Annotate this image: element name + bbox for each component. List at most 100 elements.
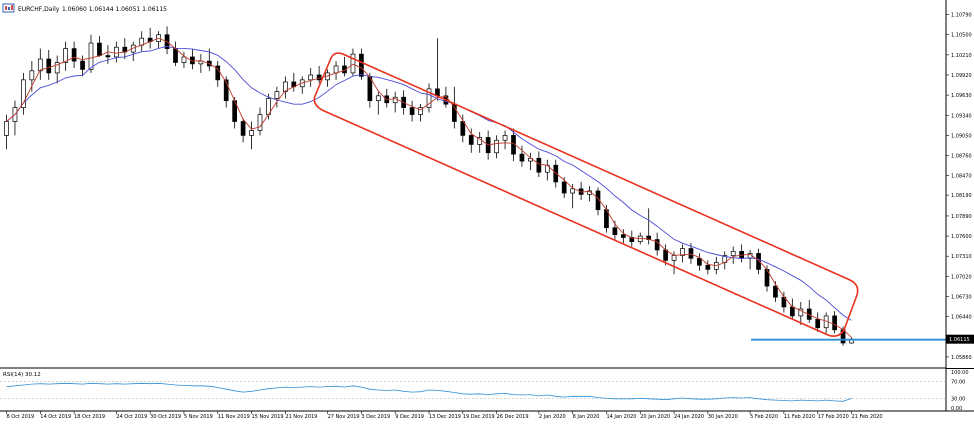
bull-candle-body bbox=[63, 48, 69, 63]
bear-candle-body bbox=[97, 42, 102, 56]
rsi-scale-label: 70.00 bbox=[951, 380, 965, 386]
bear-candle-body bbox=[519, 153, 525, 162]
candle bbox=[105, 45, 111, 64]
bear-candle-body bbox=[663, 249, 668, 261]
candle bbox=[494, 135, 499, 159]
time-axis-label: 5 Nov 2019 bbox=[184, 414, 213, 420]
bull-candle-body bbox=[198, 60, 204, 65]
candle bbox=[375, 91, 381, 115]
time-axis-label: 15 Nov 2019 bbox=[252, 414, 284, 420]
bear-candle-body bbox=[359, 53, 364, 77]
bull-candle-body bbox=[113, 46, 119, 58]
bull-candle-body bbox=[350, 53, 356, 74]
candle bbox=[71, 41, 77, 69]
bear-candle-body bbox=[240, 121, 246, 136]
rsi-scale-label: 0.00 bbox=[951, 406, 962, 412]
price-scale-label: 1.09920 bbox=[951, 73, 972, 79]
price-scale-label: 1.10790 bbox=[951, 13, 972, 19]
candle bbox=[418, 104, 423, 122]
candle bbox=[460, 114, 466, 143]
slow-moving-average bbox=[6, 45, 852, 321]
candle bbox=[502, 130, 508, 150]
candle bbox=[249, 121, 254, 150]
bull-candle-body bbox=[502, 135, 508, 141]
bull-candle-body bbox=[494, 139, 499, 154]
price-scale-label: 1.07020 bbox=[951, 274, 972, 280]
bull-candle-body bbox=[4, 121, 9, 136]
bear-candle-body bbox=[789, 306, 795, 317]
descending-channel[interactable] bbox=[313, 52, 859, 337]
bear-candle-body bbox=[773, 285, 778, 298]
rsi-pane[interactable] bbox=[0, 381, 946, 402]
candle bbox=[274, 86, 280, 108]
candle bbox=[4, 114, 9, 150]
bull-candle-body bbox=[798, 308, 804, 317]
time-axis[interactable]: 8 Oct 2019 14 Oct 2019 18 Oct 2019 24 Oct 2… bbox=[6, 411, 883, 420]
time-axis-label: 21 Nov 2019 bbox=[285, 414, 317, 420]
bear-candle-body bbox=[173, 48, 178, 63]
candle bbox=[308, 68, 314, 87]
bull-candle-body bbox=[680, 248, 685, 256]
bear-candle-body bbox=[612, 227, 618, 236]
time-axis-label: 14 Jan 2020 bbox=[606, 414, 636, 420]
bear-candle-body bbox=[688, 248, 694, 259]
time-axis-label: 11 Nov 2019 bbox=[218, 414, 250, 420]
bull-candle-body bbox=[274, 91, 280, 99]
current-price-label: 1.06115 bbox=[949, 337, 970, 343]
candle bbox=[654, 232, 660, 256]
time-axis-label: 19 Dec 2019 bbox=[463, 414, 495, 420]
bear-candle-body bbox=[409, 107, 415, 115]
bull-candle-body bbox=[283, 81, 288, 93]
bull-candle-body bbox=[21, 79, 26, 108]
bear-candle-body bbox=[223, 79, 229, 102]
candle bbox=[468, 128, 474, 153]
price-scale-label: 1.07310 bbox=[951, 254, 972, 260]
price-scale-label: 1.08190 bbox=[951, 193, 972, 199]
bear-candle-body bbox=[460, 121, 466, 136]
candle bbox=[240, 118, 246, 143]
price-scale-label: 1.09340 bbox=[951, 113, 972, 119]
bull-candle-body bbox=[392, 96, 398, 104]
time-axis-label: 17 Feb 2020 bbox=[818, 414, 849, 420]
price-scale-label: 1.07600 bbox=[951, 234, 972, 240]
rsi-line bbox=[6, 382, 852, 402]
candle bbox=[519, 145, 525, 167]
candle bbox=[680, 244, 685, 263]
bull-candle-body bbox=[375, 95, 381, 102]
bear-candle-body bbox=[536, 157, 542, 173]
candle bbox=[426, 83, 432, 113]
candle bbox=[283, 76, 288, 99]
rsi-scale-label: 100.00 bbox=[951, 370, 969, 376]
rsi-scale: 100.00 70.00 30.00 0.00 bbox=[951, 370, 969, 412]
candle bbox=[80, 55, 85, 77]
candle bbox=[815, 312, 821, 332]
candle bbox=[46, 49, 52, 80]
price-scale-label: 1.07890 bbox=[951, 214, 972, 220]
bull-candle-body bbox=[308, 74, 314, 81]
rsi-title: RSI(14) 30.12 bbox=[3, 372, 41, 378]
bear-candle-body bbox=[105, 55, 111, 58]
bull-candle-body bbox=[730, 251, 736, 256]
window-header: EURCHF,Daily 1.06060 1.06144 1.06051 1.0… bbox=[2, 3, 167, 13]
bull-candle-body bbox=[249, 130, 254, 136]
price-scale[interactable]: 1.10790 1.10500 1.10210 1.09920 1.09630 1.093… bbox=[946, 13, 974, 361]
time-axis-label: 21 Feb 2020 bbox=[852, 414, 883, 420]
current-price-tag bbox=[946, 334, 974, 344]
candle bbox=[756, 248, 761, 275]
candle bbox=[409, 100, 415, 122]
time-axis-label: 5 Feb 2020 bbox=[750, 414, 778, 420]
candle bbox=[198, 54, 204, 73]
price-pane[interactable] bbox=[4, 26, 947, 346]
candle bbox=[88, 34, 94, 73]
candle bbox=[54, 55, 60, 84]
bear-candle-body bbox=[46, 58, 52, 74]
bear-candle-body bbox=[80, 60, 85, 70]
price-scale-label: 1.10500 bbox=[951, 33, 972, 39]
bull-candle-body bbox=[37, 58, 43, 72]
bull-candle-body bbox=[257, 114, 263, 131]
candle bbox=[350, 48, 356, 77]
time-axis-label: 30 Oct 2019 bbox=[150, 414, 181, 420]
candle bbox=[181, 52, 187, 69]
price-scale-label: 1.09630 bbox=[951, 93, 972, 99]
